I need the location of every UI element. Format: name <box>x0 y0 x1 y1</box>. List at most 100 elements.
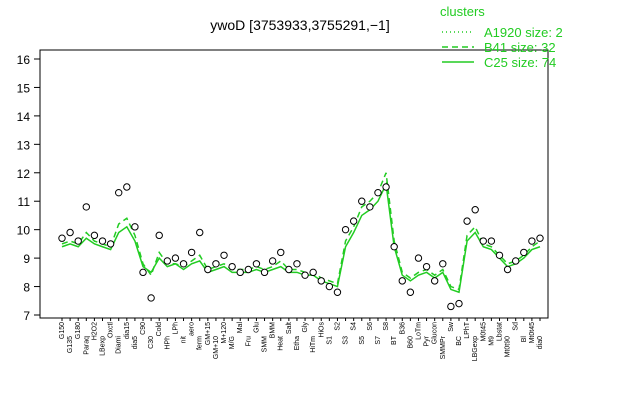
data-point <box>536 234 544 242</box>
data-point <box>196 228 204 237</box>
data-point <box>495 251 504 259</box>
x-tick-label: nit <box>181 336 188 343</box>
x-tick-label: M+120 <box>221 322 228 344</box>
data-point <box>430 277 439 285</box>
legend-title: clusters <box>440 4 485 19</box>
x-tick-label: HPh <box>164 336 171 350</box>
data-point <box>390 243 398 251</box>
y-tick-label: 16 <box>17 53 31 67</box>
data-point <box>406 288 415 296</box>
x-tick-label: Mt0t45 <box>529 322 536 344</box>
data-point <box>398 277 406 285</box>
x-tick-label: Mt0t90 <box>505 336 512 358</box>
x-tick-label: B36 <box>399 322 406 335</box>
y-tick-label: 14 <box>17 110 31 124</box>
chart-title: ywoD [3753933,3755291,−1] <box>210 17 389 33</box>
x-tick-label: Glucon <box>432 322 439 344</box>
data-point <box>366 203 374 211</box>
x-tick-label: S1 <box>326 336 333 345</box>
data-point <box>358 197 366 205</box>
x-tick-label: GM+15 <box>205 322 212 345</box>
x-tick-label: Cold <box>156 322 163 337</box>
y-tick-label: 7 <box>23 309 30 323</box>
data-point <box>82 203 91 211</box>
x-tick-label: LBGexp <box>472 336 479 361</box>
data-point <box>301 271 309 279</box>
x-tick-label: HiOs <box>318 322 325 338</box>
data-point <box>333 288 342 296</box>
data-point <box>268 257 277 265</box>
y-tick-label: 13 <box>17 138 31 152</box>
data-point <box>349 217 358 225</box>
x-tick-label: Etha <box>294 336 301 351</box>
data-point <box>252 260 261 268</box>
data-point <box>163 257 172 265</box>
legend-label: A1920 size: 2 <box>484 25 563 40</box>
data-point <box>277 248 285 257</box>
data-point <box>520 248 528 257</box>
data-point <box>66 228 74 237</box>
data-point <box>106 240 115 248</box>
x-tick-label: Sd <box>513 322 520 331</box>
x-tick-label: ferm <box>197 336 204 350</box>
x-tick-label: Sw <box>448 321 455 332</box>
data-point <box>98 237 107 245</box>
data-point <box>487 237 496 245</box>
x-tick-label: H2O2 <box>91 322 98 340</box>
data-point <box>439 260 447 268</box>
data-point <box>285 265 293 274</box>
data-point <box>471 206 479 214</box>
data-point <box>341 225 350 234</box>
x-tick-label: dia0 <box>537 336 544 349</box>
x-tick-label: C90 <box>140 322 147 335</box>
data-point <box>382 183 390 191</box>
x-tick-label: SMMPr <box>440 335 447 359</box>
x-tick-label: LPh <box>172 322 179 335</box>
data-point <box>123 183 131 191</box>
x-tick-label: Gly <box>302 322 309 333</box>
data-point <box>171 254 180 262</box>
data-point <box>179 260 188 268</box>
x-tick-label: G135 <box>67 336 74 353</box>
data-point <box>212 260 220 268</box>
x-tick-label: Pyr <box>424 335 431 346</box>
legend-label: B41 size: 32 <box>484 40 556 55</box>
data-point <box>309 268 317 277</box>
cluster-line <box>61 172 541 291</box>
data-point <box>187 248 196 257</box>
x-tick-label: Glu <box>253 322 260 333</box>
x-tick-label: S3 <box>343 336 350 345</box>
x-tick-label: BT <box>391 335 398 345</box>
x-tick-label: LPhT <box>464 321 471 338</box>
data-point <box>58 234 66 242</box>
x-tick-label: B60 <box>407 336 414 349</box>
data-point <box>90 231 99 240</box>
x-tick-label: Heat <box>278 336 285 351</box>
data-point <box>293 260 301 268</box>
y-tick-label: 8 <box>23 281 30 295</box>
x-tick-label: G150 <box>59 322 66 339</box>
data-point <box>220 251 228 259</box>
data-point <box>260 268 269 277</box>
data-point <box>236 268 244 277</box>
x-tick-label: SMM <box>262 336 269 353</box>
x-tick-label: C30 <box>148 336 155 349</box>
data-point <box>447 302 455 311</box>
data-point <box>204 265 212 274</box>
x-tick-label: LBexp <box>100 336 107 356</box>
data-point <box>228 262 236 271</box>
plot-frame <box>39 49 549 319</box>
data-point <box>528 237 536 245</box>
x-tick-label: G180 <box>75 322 82 339</box>
x-tick-label: LoTm <box>415 322 422 340</box>
data-point <box>139 268 147 277</box>
data-point <box>115 188 123 197</box>
x-tick-label: Paraq <box>83 336 90 355</box>
x-tick-label: BC <box>456 336 463 346</box>
x-tick-label: Oxctl <box>108 322 115 338</box>
cluster-line <box>61 181 541 294</box>
x-tick-label: S5 <box>359 336 366 345</box>
x-tick-label: S4 <box>351 322 358 331</box>
y-tick-label: 11 <box>18 195 31 209</box>
